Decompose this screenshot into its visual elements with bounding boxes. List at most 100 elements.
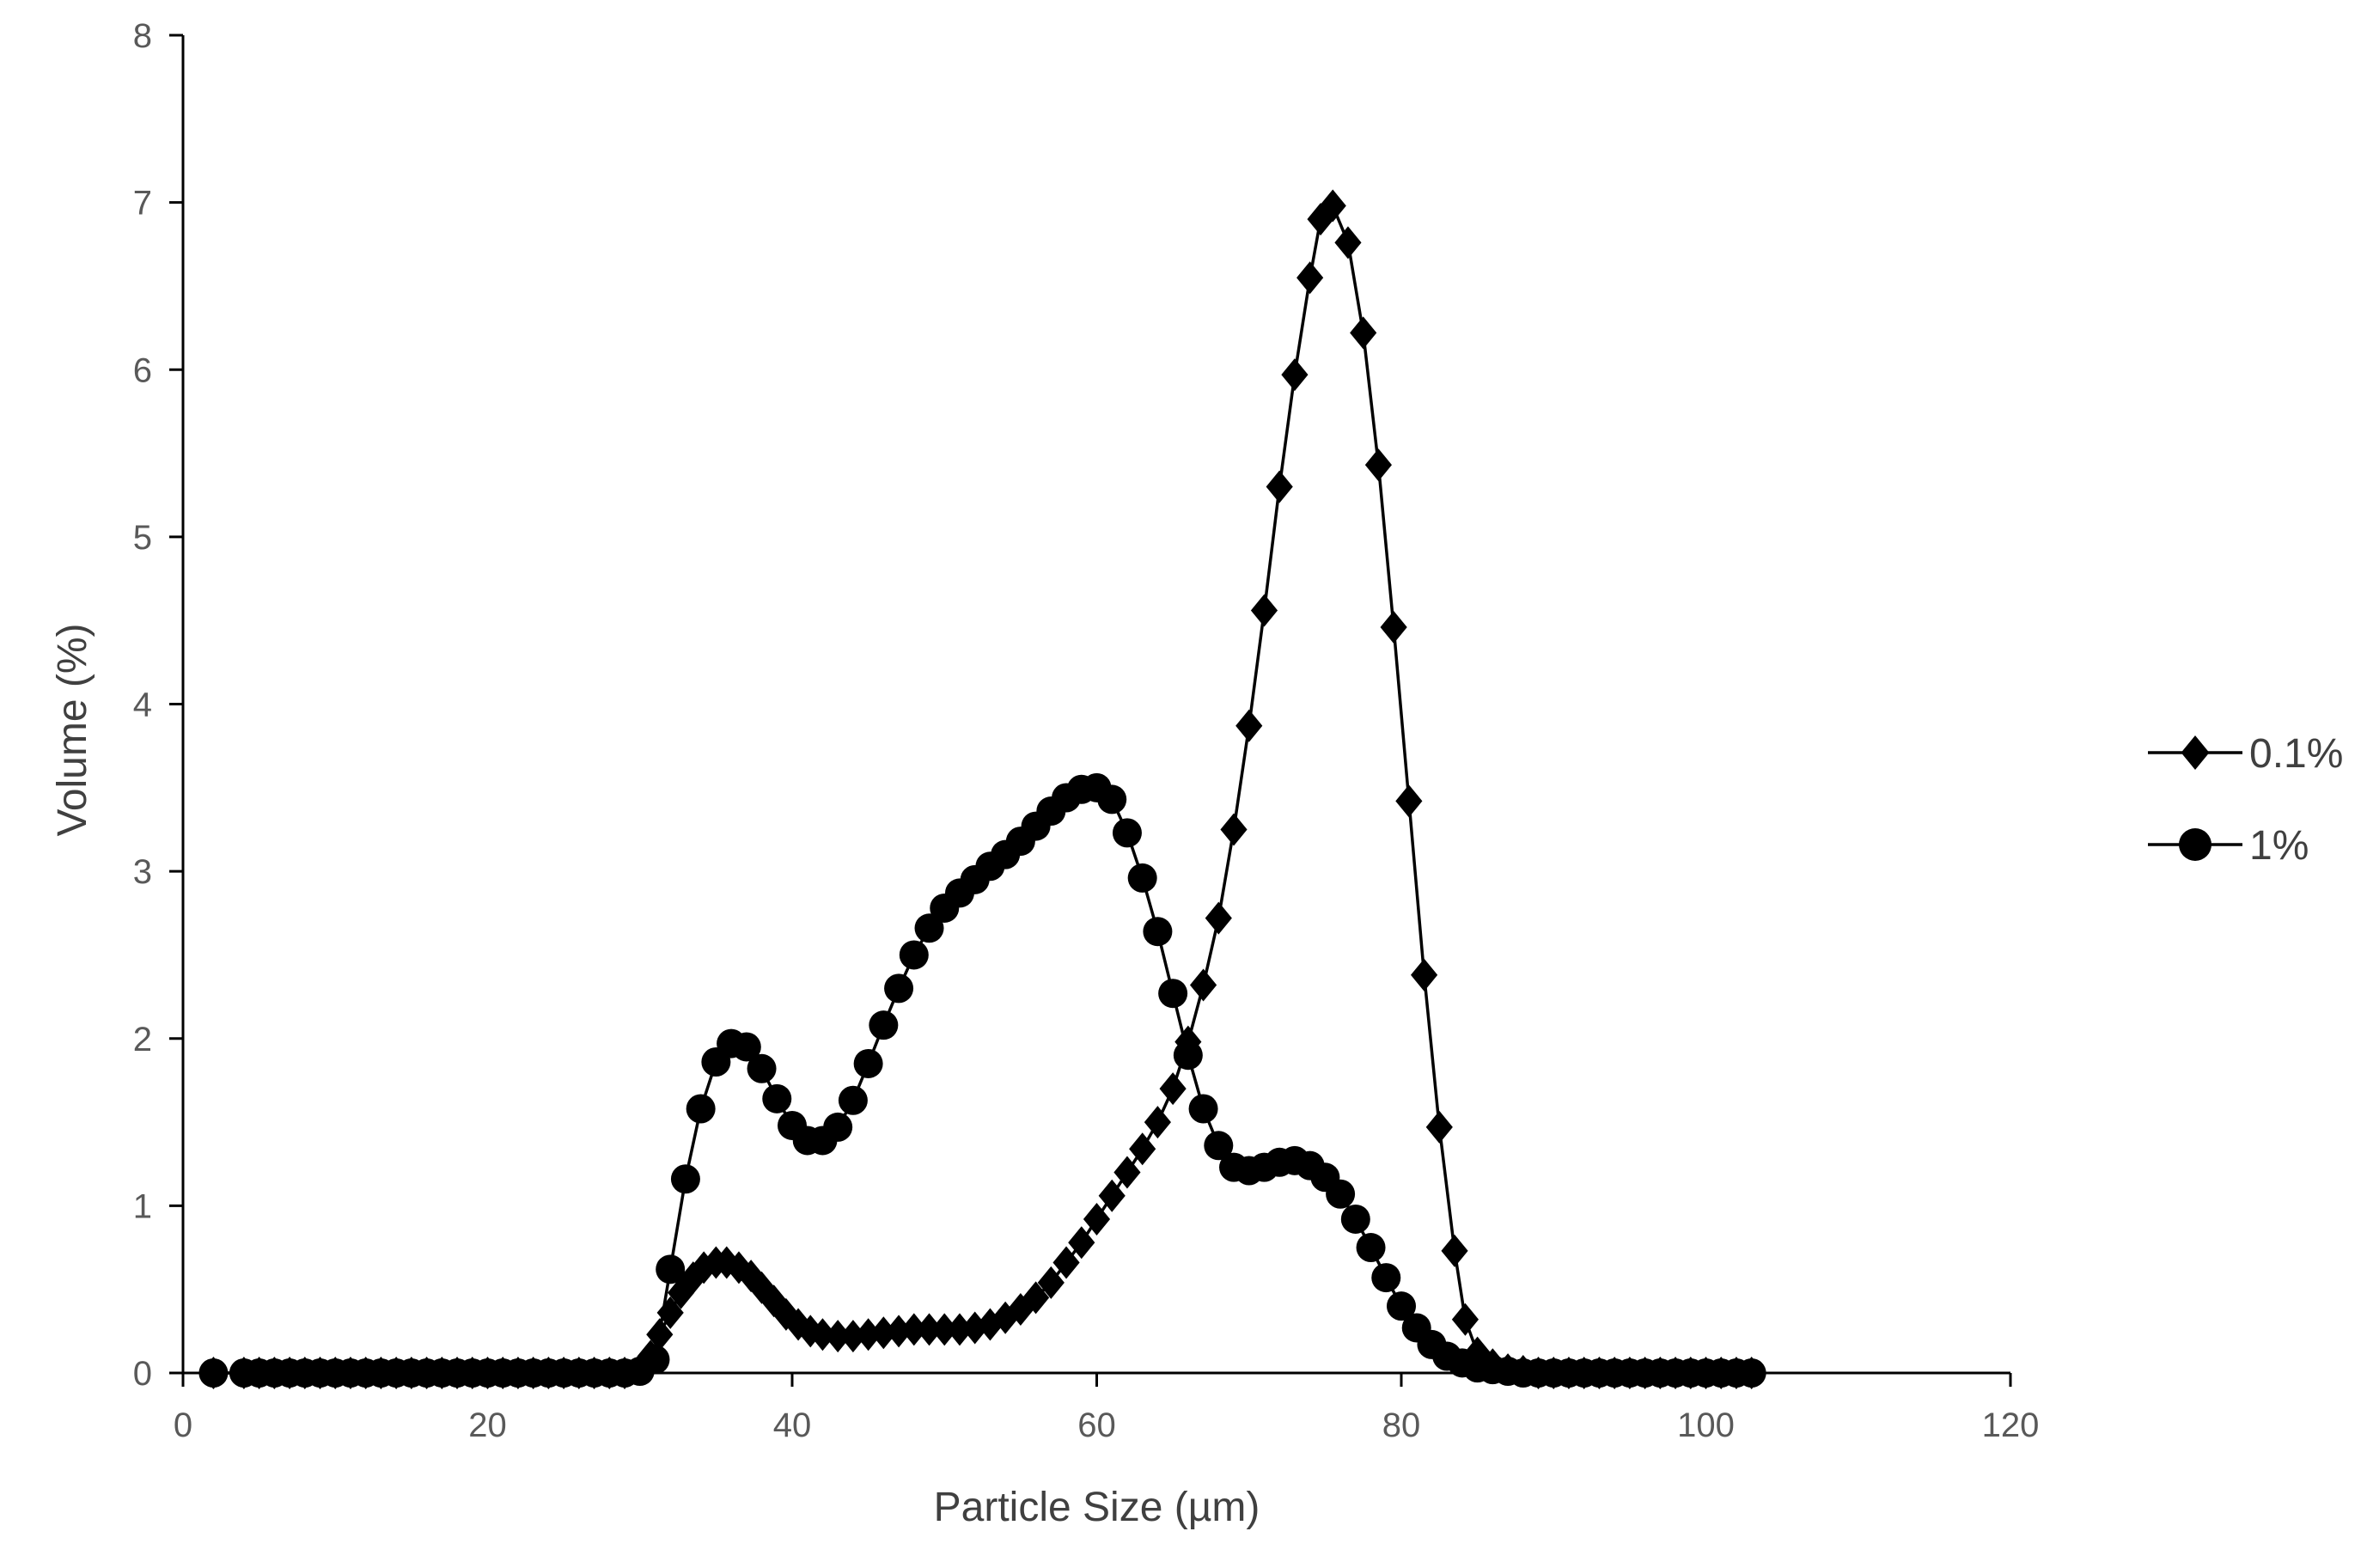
diamond-point bbox=[1350, 316, 1377, 350]
circle-point bbox=[198, 1358, 229, 1388]
circle-point bbox=[656, 1254, 686, 1284]
legend-item-2: 1% bbox=[2148, 823, 2309, 869]
diamond-point bbox=[1250, 594, 1278, 627]
circle-point bbox=[899, 940, 929, 970]
diamond-point bbox=[1159, 1072, 1187, 1106]
diamond-point bbox=[668, 1276, 695, 1309]
diamond-point bbox=[1464, 1336, 1492, 1370]
diamond-point bbox=[1144, 1106, 1171, 1139]
y-tick-label: 4 bbox=[133, 686, 152, 724]
diamond-point bbox=[1266, 470, 1293, 503]
circle-point bbox=[1356, 1233, 1386, 1263]
series-1 bbox=[199, 189, 1766, 1389]
circle-point bbox=[731, 1032, 761, 1062]
diamond-point bbox=[1364, 448, 1392, 482]
x-axis-title: Particle Size (µm) bbox=[934, 1485, 1260, 1530]
x-axis-ticks: 0 20 40 60 80 100 120 bbox=[174, 1373, 2040, 1444]
diamond-point bbox=[1113, 1156, 1141, 1189]
diamond-point bbox=[808, 1318, 837, 1351]
circle-point bbox=[1158, 979, 1188, 1009]
legend-diamond-marker bbox=[2181, 735, 2210, 770]
legend-item-1: 0.1% bbox=[2148, 731, 2343, 777]
circle-point bbox=[884, 973, 914, 1004]
circle-point bbox=[869, 1010, 899, 1040]
x-tick-label: 80 bbox=[1382, 1406, 1421, 1444]
diamond-point bbox=[930, 1313, 958, 1346]
diamond-point bbox=[760, 1284, 788, 1318]
diamond-point bbox=[1334, 226, 1362, 259]
legend: 0.1% 1% bbox=[2148, 731, 2343, 869]
legend-circle-marker bbox=[2179, 828, 2212, 861]
diamond-point bbox=[1068, 1226, 1095, 1260]
circle-point bbox=[640, 1345, 670, 1375]
diamond-point bbox=[1022, 1281, 1050, 1315]
diamond-point bbox=[1380, 610, 1407, 644]
diamond-point bbox=[1129, 1132, 1156, 1166]
diamond-point bbox=[1441, 1234, 1468, 1267]
x-tick-label: 20 bbox=[468, 1406, 507, 1444]
x-tick-label: 60 bbox=[1077, 1406, 1116, 1444]
diamond-point bbox=[1411, 958, 1438, 991]
x-tick-label: 120 bbox=[1982, 1406, 2040, 1444]
diamond-point bbox=[1205, 901, 1232, 935]
diamond-point bbox=[1319, 189, 1346, 223]
diamond-point bbox=[680, 1261, 707, 1295]
circle-point bbox=[670, 1164, 700, 1194]
circle-point bbox=[1340, 1204, 1370, 1234]
y-axis-ticks: 0 1 2 3 4 5 6 7 8 bbox=[133, 17, 183, 1393]
diamond-point bbox=[713, 1246, 741, 1279]
x-tick-label: 40 bbox=[773, 1406, 812, 1444]
diamond-point bbox=[1189, 968, 1217, 1002]
circle-point bbox=[1173, 1040, 1203, 1071]
series-2 bbox=[198, 772, 1766, 1388]
series-line bbox=[213, 203, 1752, 1375]
diamond-point bbox=[1235, 709, 1263, 742]
diamond-point bbox=[772, 1297, 800, 1331]
diamond-point bbox=[869, 1316, 897, 1350]
diamond-point bbox=[1451, 1303, 1479, 1336]
y-tick-label: 7 bbox=[133, 185, 152, 223]
y-axis-title: Volume (%) bbox=[50, 623, 95, 836]
y-tick-label: 2 bbox=[133, 1021, 152, 1059]
circle-point bbox=[686, 1094, 716, 1124]
circle-point bbox=[823, 1112, 853, 1142]
x-tick-label: 100 bbox=[1677, 1406, 1735, 1444]
diamond-point bbox=[824, 1320, 851, 1353]
diamond-point bbox=[885, 1315, 912, 1348]
circle-point bbox=[1097, 784, 1127, 815]
circle-point bbox=[762, 1083, 792, 1113]
diamond-point bbox=[1296, 261, 1324, 295]
circle-point bbox=[1127, 863, 1157, 893]
circle-point bbox=[1204, 1131, 1234, 1161]
diamond-point bbox=[900, 1313, 928, 1346]
circle-point bbox=[1387, 1291, 1416, 1321]
series-layer bbox=[198, 189, 1766, 1389]
circle-point bbox=[914, 913, 944, 943]
diamond-point bbox=[1007, 1293, 1034, 1327]
circle-point bbox=[838, 1085, 868, 1115]
diamond-point bbox=[839, 1320, 867, 1353]
circle-point bbox=[1188, 1094, 1218, 1124]
diamond-point bbox=[946, 1313, 973, 1346]
diamond-point bbox=[1083, 1202, 1111, 1235]
axes: 0 1 2 3 4 5 6 7 8 0 20 40 60 80 100 120 bbox=[133, 17, 2040, 1444]
diamond-point bbox=[1220, 813, 1248, 846]
y-tick-label: 8 bbox=[133, 17, 152, 55]
y-tick-label: 3 bbox=[133, 853, 152, 891]
legend-label: 1% bbox=[2249, 823, 2309, 869]
y-tick-label: 5 bbox=[133, 519, 152, 557]
circle-point bbox=[853, 1048, 883, 1078]
circle-point bbox=[1736, 1358, 1766, 1388]
legend-label: 0.1% bbox=[2249, 731, 2343, 777]
circle-point bbox=[1112, 818, 1142, 848]
diamond-point bbox=[1098, 1179, 1126, 1212]
diamond-point bbox=[1052, 1246, 1080, 1279]
circle-point bbox=[1143, 917, 1173, 947]
diamond-point bbox=[855, 1318, 882, 1351]
circle-point bbox=[1326, 1179, 1356, 1209]
y-tick-label: 0 bbox=[133, 1355, 152, 1393]
diamond-point bbox=[915, 1313, 943, 1346]
x-tick-label: 0 bbox=[174, 1406, 192, 1444]
circle-point bbox=[1371, 1263, 1401, 1293]
